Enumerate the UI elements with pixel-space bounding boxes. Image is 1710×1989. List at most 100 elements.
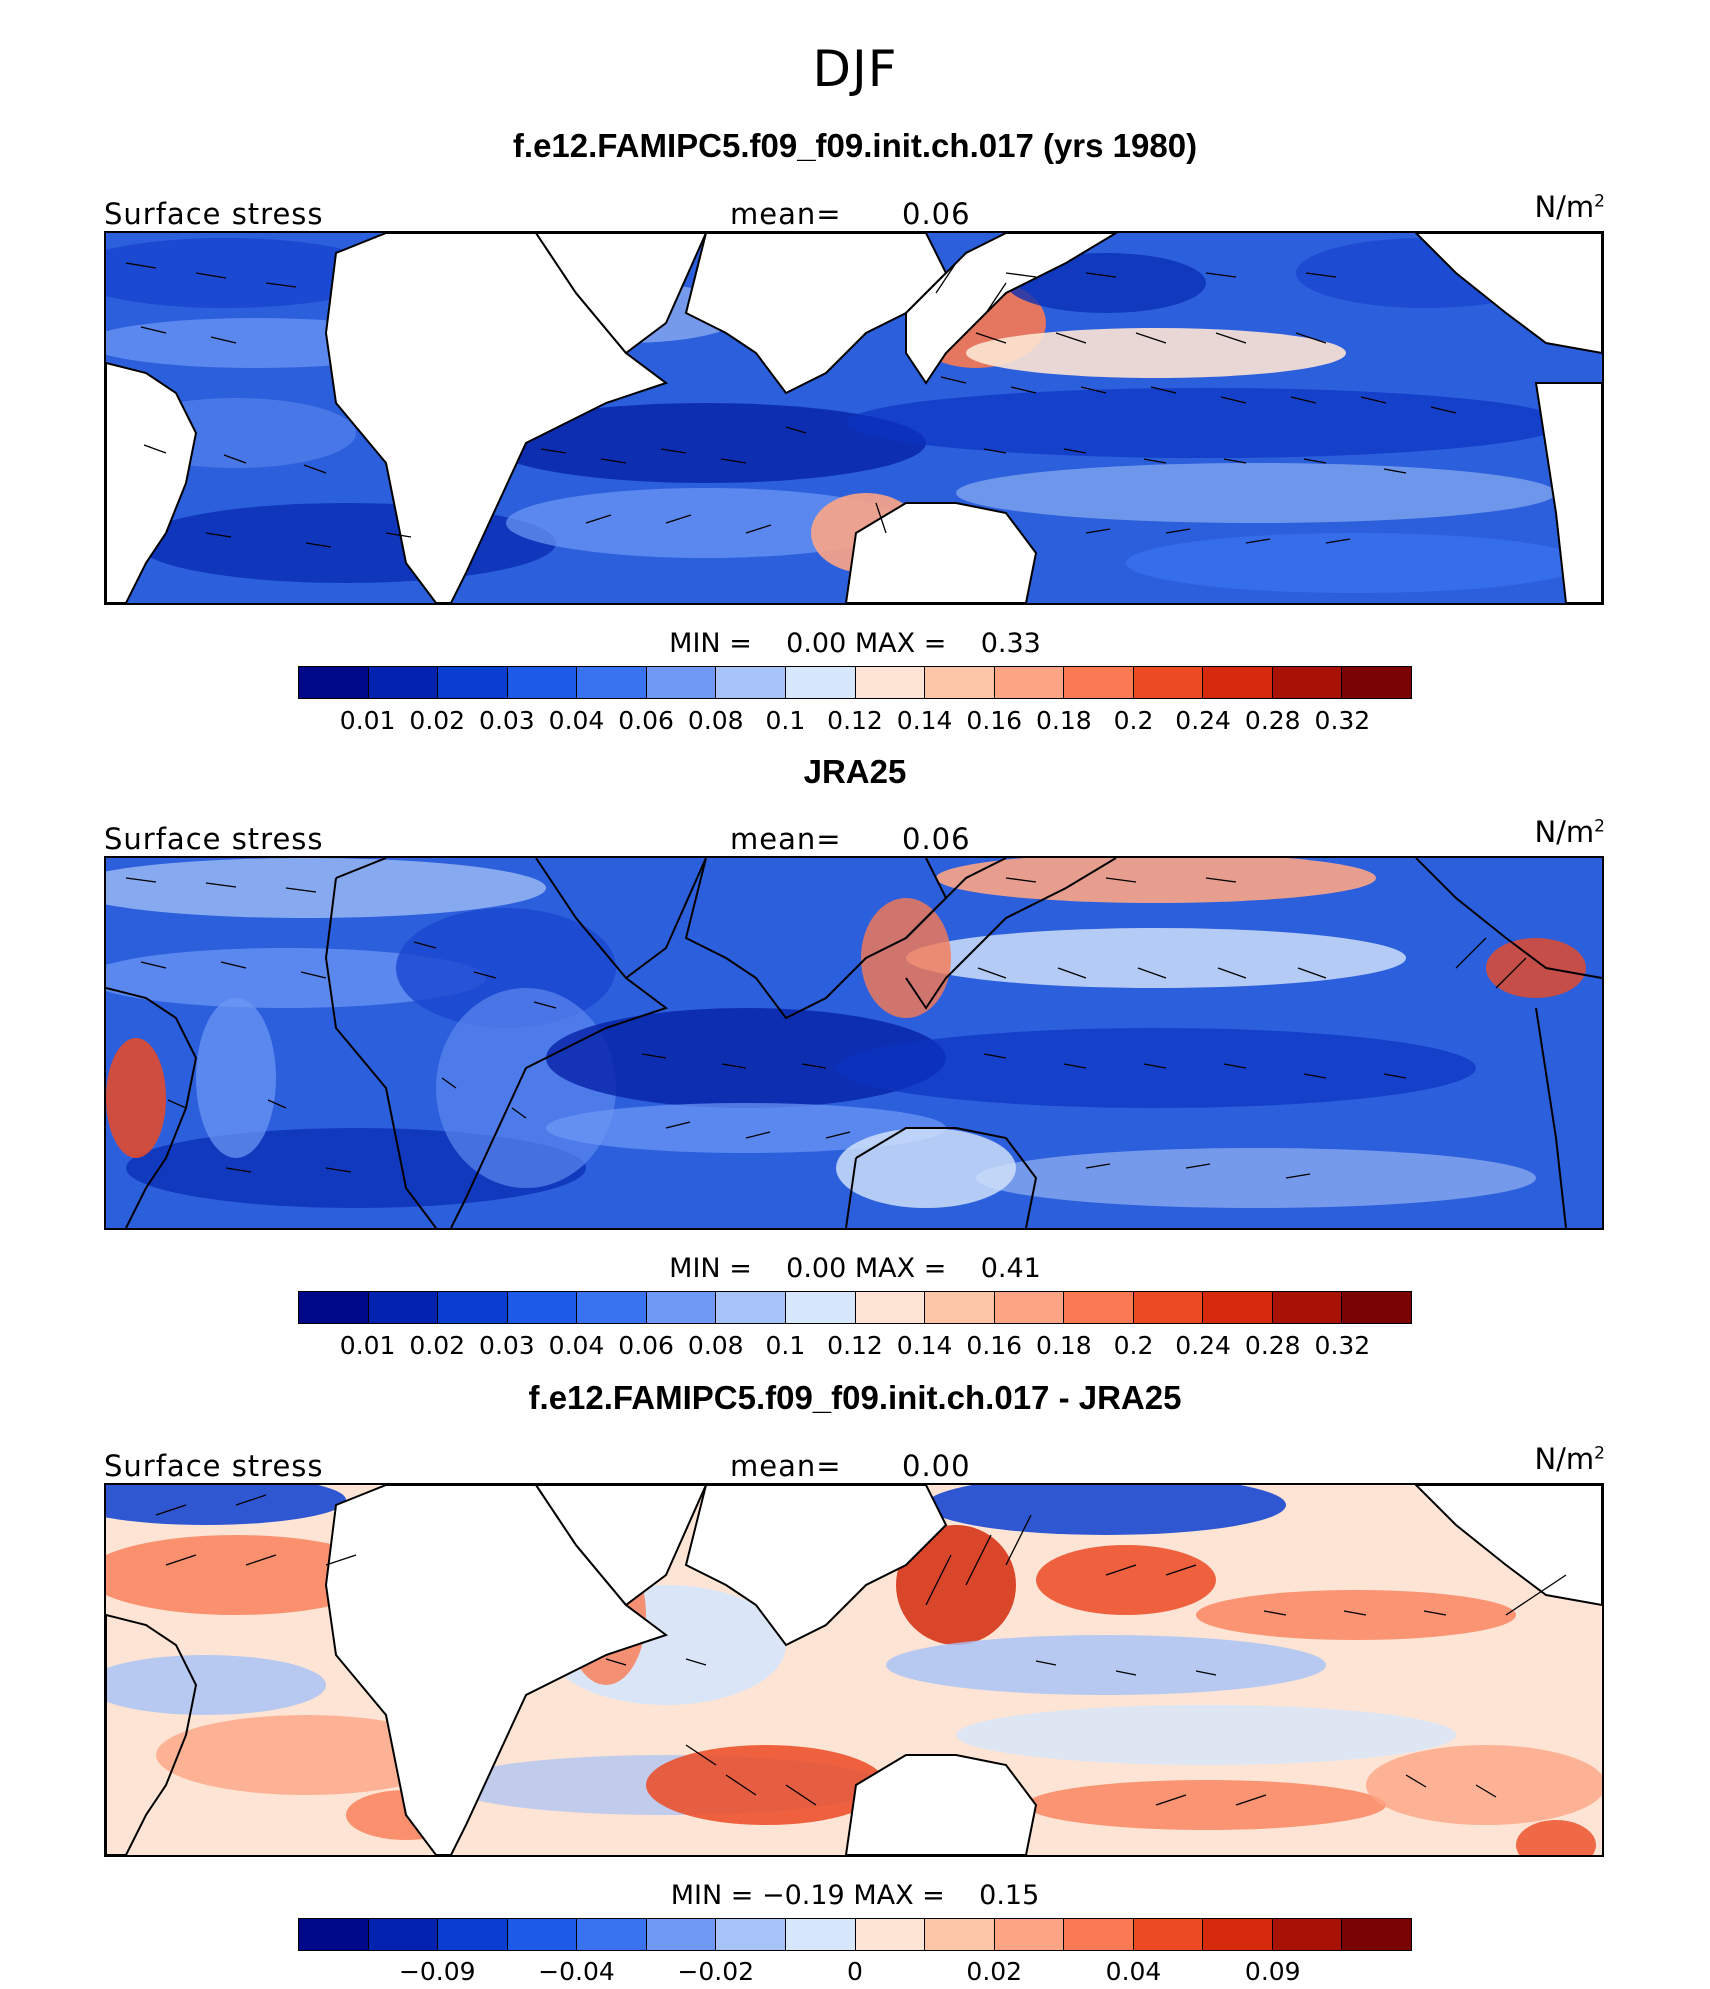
panel-3-field-label: Surface stress [104, 1449, 324, 1483]
colorbar-swatch [1272, 1292, 1343, 1323]
colorbar-swatch [785, 1292, 856, 1323]
colorbar-swatch [299, 1919, 369, 1950]
colorbar-tick-label: 0.08 [687, 1331, 744, 1360]
colorbar-tick-label: 0.1 [765, 1331, 806, 1360]
colorbar-swatch [1342, 667, 1411, 698]
colorbar-swatch [299, 667, 369, 698]
panel-3-diff-shading [106, 1485, 1602, 1855]
colorbar-tick-label: 0.03 [479, 1331, 535, 1360]
colorbar-swatch [368, 1292, 439, 1323]
colorbar-tick-label: 0.18 [1036, 1331, 1092, 1360]
colorbar-swatch [925, 667, 995, 698]
colorbar-swatch [299, 1292, 369, 1323]
colorbar-swatch [438, 667, 508, 698]
panel-2-mean-value: 0.06 [902, 822, 971, 856]
colorbar-tick-label: 0.04 [548, 706, 605, 735]
panel-1-colorbar [298, 666, 1412, 699]
panel-2-max-label: MAX = [854, 1253, 947, 1284]
colorbar-swatch [994, 1292, 1065, 1323]
panel-2-coastlines [106, 858, 1602, 1228]
panel-1-mean-value: 0.06 [902, 197, 971, 231]
colorbar-swatch [994, 1919, 1065, 1950]
colorbar-swatch [1203, 1919, 1273, 1950]
colorbar-tick-label: 0.32 [1314, 706, 1371, 735]
panel-2-unit: N/m2 [1534, 815, 1605, 849]
panel-2-field-label: Surface stress [104, 822, 324, 856]
colorbar-tick-label: 0.16 [966, 1331, 1023, 1360]
colorbar-swatch [438, 1919, 508, 1950]
colorbar-swatch [368, 667, 439, 698]
colorbar-tick-label: 0.08 [687, 706, 744, 735]
panel-1-unit-exp: 2 [1594, 191, 1605, 212]
colorbar-tick-label: 0.28 [1244, 1331, 1301, 1360]
colorbar-swatch [507, 1292, 578, 1323]
colorbar-swatch [855, 1919, 926, 1950]
colorbar-tick-label: 0.04 [1105, 1957, 1162, 1986]
colorbar-swatch [855, 1292, 926, 1323]
colorbar-swatch [716, 1919, 786, 1950]
colorbar-tick-label: 0.01 [339, 1331, 396, 1360]
panel-1-max-value: 0.33 [980, 628, 1041, 659]
panel-1-colorbar-ticks: 0.01 0.02 0.03 0.04 0.06 0.08 0.1 0.12 0.14 0.16 0… [298, 706, 1412, 738]
panel-2-mean-label: mean= [730, 822, 842, 856]
colorbar-tick-label: 0.18 [1036, 706, 1092, 735]
panel-3-diff-vectors [155, 1494, 1567, 1806]
colorbar-tick-label: 0.1 [765, 706, 806, 735]
colorbar-tick-label: 0.06 [618, 706, 674, 735]
panel-2-map-graphic [106, 858, 1602, 1228]
colorbar-swatch [507, 1919, 578, 1950]
colorbar-tick-label: 0.03 [479, 706, 535, 735]
panel-3-mean-label: mean= [730, 1449, 842, 1483]
colorbar-tick-label: 0.12 [827, 706, 883, 735]
panel-3-unit: N/m2 [1534, 1442, 1605, 1476]
panel-3-min-value: −0.19 [761, 1880, 845, 1911]
panel-2-colorbar [298, 1291, 1412, 1324]
panel-3-map-graphic [106, 1485, 1602, 1855]
panel-3-mean-value: 0.00 [902, 1449, 971, 1483]
colorbar-swatch [1064, 1292, 1134, 1323]
colorbar-tick-label: 0.16 [966, 706, 1023, 735]
panel-1-unit-base: N/m [1534, 190, 1595, 224]
colorbar-swatch [925, 1919, 995, 1950]
colorbar-tick-label: 0.14 [896, 706, 953, 735]
panel-2-min-value: 0.00 [786, 1253, 847, 1284]
colorbar-tick-label: −0.02 [677, 1957, 755, 1986]
panel-3-land [106, 1485, 1602, 1855]
panel-3-map [104, 1483, 1604, 1857]
colorbar-swatch [925, 1292, 995, 1323]
colorbar-tick-label: 0.02 [409, 1331, 466, 1360]
panel-1-minmax: MIN = 0.00 MAX = 0.33 [0, 628, 1710, 659]
colorbar-tick-label: 0.28 [1244, 706, 1301, 735]
colorbar-swatch [1272, 1919, 1343, 1950]
panel-2-colorbar-ticks: 0.01 0.02 0.03 0.04 0.06 0.08 0.1 0.12 0.14 0.16 0… [298, 1331, 1412, 1363]
colorbar-swatch [716, 1292, 786, 1323]
panel-3-minmax: MIN = −0.19 MAX = 0.15 [0, 1880, 1710, 1911]
colorbar-swatch [855, 667, 926, 698]
panel-3-max-value: 0.15 [979, 1880, 1040, 1911]
figure-title: DJF [812, 40, 898, 98]
panel-3-colorbar-ticks: −0.09 −0.04 −0.02 0 0.02 0.04 0.09 [298, 1957, 1412, 1989]
colorbar-tick-label: 0.2 [1113, 706, 1154, 735]
colorbar-tick-label: −0.09 [398, 1957, 476, 1986]
panel-3-min-label: MIN = [670, 1880, 754, 1911]
colorbar-tick-label: −0.04 [538, 1957, 615, 1986]
panel-2-unit-exp: 2 [1594, 816, 1605, 837]
colorbar-swatch [1272, 667, 1343, 698]
panel-2-map [104, 856, 1604, 1230]
panel-1-min-label: MIN = [669, 628, 752, 659]
colorbar-tick-label: 0.02 [966, 1957, 1023, 1986]
colorbar-swatch [368, 1919, 439, 1950]
colorbar-tick-label: 0.09 [1244, 1957, 1301, 1986]
panel-2-unit-base: N/m [1534, 815, 1595, 849]
colorbar-tick-label: 0.14 [896, 1331, 953, 1360]
panel-1-stress-shading [106, 238, 1586, 593]
colorbar-tick-label: 0.24 [1175, 1331, 1231, 1360]
colorbar-swatch [438, 1292, 508, 1323]
panel-1-map [104, 231, 1604, 605]
colorbar-tick-label: 0.12 [827, 1331, 883, 1360]
panel-3-title: f.e12.FAMIPC5.f09_f09.init.ch.017 - JRA2… [528, 1379, 1182, 1416]
colorbar-swatch [646, 667, 717, 698]
panel-2-stress-vectors [125, 877, 1527, 1179]
panel-3-unit-base: N/m [1534, 1442, 1595, 1476]
colorbar-swatch [1064, 667, 1134, 698]
